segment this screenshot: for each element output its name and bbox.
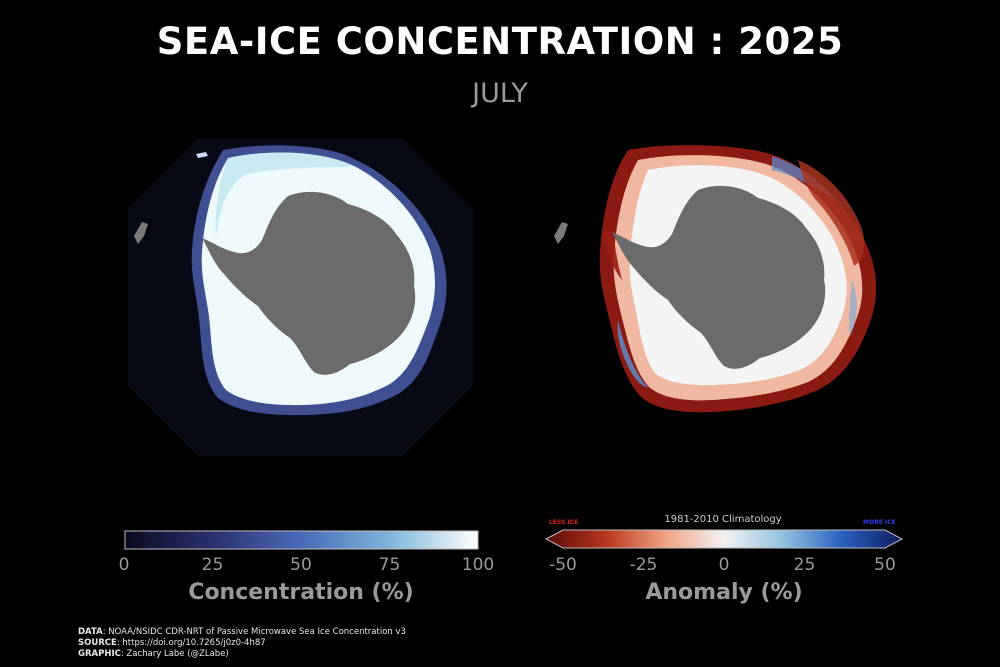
more-ice-label: MORE ICE (863, 519, 896, 526)
anomaly-red-patch-2 (798, 160, 865, 266)
anomaly-red-patch (604, 230, 622, 280)
south-america-tip (554, 222, 568, 244)
anomaly-tick-label: 50 (874, 555, 896, 575)
concentration-ticks: 0 25 50 75 100 (119, 555, 495, 577)
antarctica-land (202, 191, 416, 375)
concentration-tick-label: 25 (201, 555, 224, 575)
month-subtitle: JULY (472, 78, 528, 109)
concentration-tick-label: 75 (378, 555, 401, 575)
credit-data: DATA: NOAA/NSIDC CDR-NRT of Passive Micr… (78, 627, 406, 637)
anomaly-tick-label: 25 (793, 555, 816, 575)
ice-margin (215, 152, 354, 238)
credits: DATA: NOAA/NSIDC CDR-NRT of Passive Micr… (78, 627, 406, 660)
anomaly-tick-label: -50 (549, 555, 577, 575)
anomaly-tick-label: -25 (629, 555, 658, 575)
anomaly-blue-3 (849, 280, 858, 336)
concentration-map (128, 138, 473, 456)
climatology-label: 1981-2010 Climatology (664, 514, 782, 525)
anomaly-blue-1 (617, 320, 648, 388)
concentration-title: Concentration (%) (188, 580, 414, 605)
credit-graphic: GRAPHIC: Zachary Labe (@ZLabe) (78, 649, 229, 659)
concentration-tick-label: 100 (461, 555, 495, 575)
south-america-tip (134, 222, 148, 244)
anomaly-map (554, 145, 877, 413)
concentration-tick-label: 0 (118, 555, 130, 575)
concentration-colorbar (124, 530, 479, 550)
anomaly-title: Anomaly (%) (645, 580, 803, 605)
less-ice-label: LESS ICE (549, 519, 579, 526)
concentration-tick-label: 50 (290, 555, 312, 575)
page-title: SEA-ICE CONCENTRATION : 2025 (156, 20, 844, 63)
antarctica-land (612, 185, 826, 369)
anomaly-tick-label: 0 (718, 555, 730, 575)
credit-source: SOURCE: https://doi.org/10.7265/j0z0-4h8… (78, 638, 266, 648)
anomaly-colorbar (545, 529, 904, 549)
anomaly-ticks: -50 -25 0 25 50 (549, 555, 896, 577)
island-fleck (196, 152, 208, 158)
